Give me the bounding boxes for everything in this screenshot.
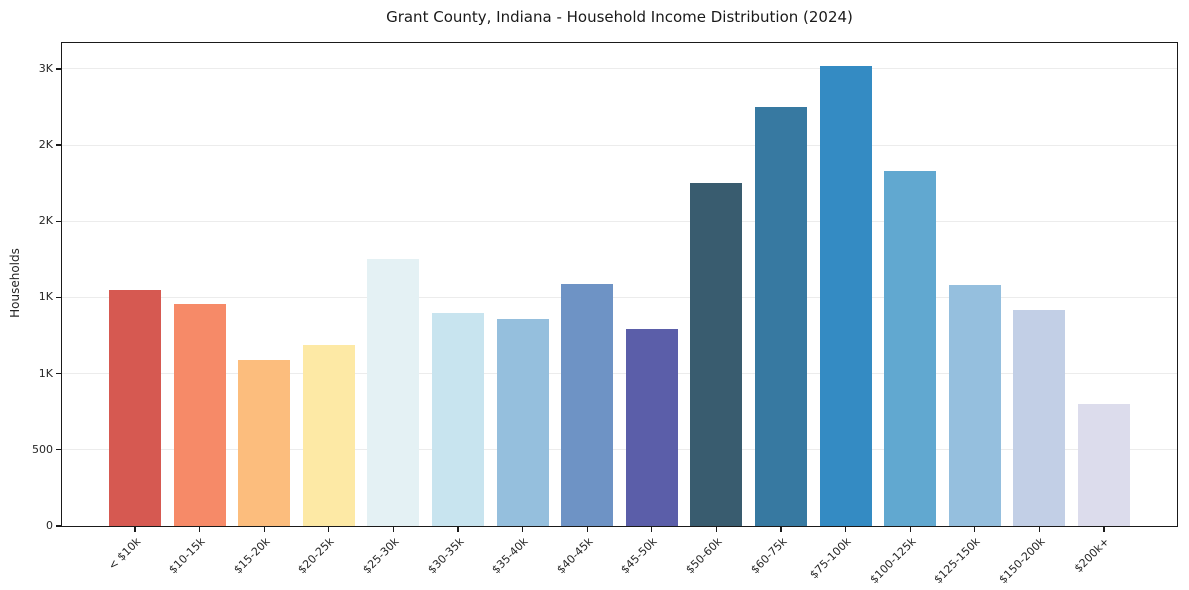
plot-frame bbox=[61, 42, 1178, 527]
x-tick-mark-$25-30k bbox=[392, 526, 395, 532]
y-tick-mark-1000 bbox=[56, 372, 61, 375]
bar-$25-30k bbox=[367, 259, 420, 526]
x-tick-mark-$75-100k bbox=[844, 526, 847, 532]
x-tick-label-$15-20k: $15-20k bbox=[231, 535, 273, 577]
x-tick-label-$35-40k: $35-40k bbox=[489, 535, 531, 577]
gridline-1500 bbox=[62, 296, 1177, 298]
bar-$100-125k bbox=[884, 171, 937, 526]
x-tick-mark-$30-35k bbox=[457, 526, 459, 532]
x-tick-mark-$200k+ bbox=[1103, 526, 1105, 532]
y-tick-mark-1500 bbox=[56, 296, 61, 299]
x-tick-label-$45-50k: $45-50k bbox=[618, 535, 660, 577]
gridline-2500 bbox=[62, 144, 1177, 146]
bar-$75-100k bbox=[819, 66, 872, 526]
x-tick-label-$75-100k: $75-100k bbox=[807, 535, 854, 582]
y-tick-label-3000: 3K bbox=[38, 61, 53, 75]
y-tick-label-2000: 2K bbox=[38, 214, 53, 228]
bar-$40-45k bbox=[561, 284, 614, 526]
chart-title: Grant County, Indiana - Household Income… bbox=[386, 8, 853, 26]
x-tick-mark-$40-45k bbox=[586, 526, 588, 532]
bar-$20-25k bbox=[302, 345, 355, 526]
gridline-1000 bbox=[62, 373, 1177, 375]
x-tick-mark-$150-200k bbox=[1038, 526, 1041, 532]
x-tick-label-$20-25k: $20-25k bbox=[295, 535, 337, 577]
bar-$15-20k bbox=[238, 360, 291, 526]
x-tick-mark-$45-50k bbox=[651, 526, 653, 532]
y-tick-mark-0 bbox=[56, 525, 61, 527]
y-tick-label-1000: 1K bbox=[38, 366, 53, 380]
x-tick-mark-$10-15k bbox=[198, 526, 201, 532]
bar-$45-50k bbox=[625, 329, 678, 526]
x-tick-mark-$15-20k bbox=[263, 526, 265, 532]
x-tick-mark-< $10k bbox=[134, 526, 136, 532]
gridline-2000 bbox=[62, 220, 1177, 222]
x-tick-label-$200k+: $200k+ bbox=[1072, 535, 1113, 576]
x-tick-label-$10-15k: $10-15k bbox=[166, 535, 208, 577]
bar-$50-60k bbox=[690, 183, 743, 526]
gridline-3000 bbox=[62, 68, 1177, 70]
x-tick-label-$150-200k: $150-200k bbox=[996, 535, 1048, 587]
x-tick-label-$100-125k: $100-125k bbox=[867, 535, 919, 587]
bar-$125-150k bbox=[948, 285, 1001, 526]
y-tick-label-500: 500 bbox=[32, 442, 53, 456]
x-tick-label-$60-75k: $60-75k bbox=[747, 535, 790, 577]
x-tick-mark-$100-125k bbox=[909, 526, 911, 532]
x-tick-label-$125-150k: $125-150k bbox=[931, 535, 983, 587]
x-tick-mark-$60-75k bbox=[780, 526, 782, 532]
x-tick-label-$40-45k: $40-45k bbox=[554, 535, 596, 577]
y-tick-mark-2000 bbox=[56, 220, 61, 222]
bar-< $10k bbox=[109, 290, 161, 526]
y-axis-label: Households bbox=[8, 248, 22, 318]
x-tick-mark-$20-25k bbox=[328, 526, 330, 532]
x-tick-mark-$50-60k bbox=[715, 526, 718, 532]
x-tick-label-< $10k: < $10k bbox=[105, 535, 144, 573]
x-tick-label-$50-60k: $50-60k bbox=[683, 535, 725, 577]
y-tick-label-1500: 1K bbox=[38, 290, 53, 304]
y-tick-mark-2500 bbox=[56, 144, 61, 146]
bar-$200k+ bbox=[1078, 404, 1130, 526]
bar-$150-200k bbox=[1013, 310, 1066, 526]
bar-$60-75k bbox=[755, 107, 807, 526]
y-tick-label-2500: 2K bbox=[38, 138, 53, 152]
x-tick-label-$25-30k: $25-30k bbox=[360, 535, 402, 577]
gridline-500 bbox=[62, 449, 1177, 451]
plot-area bbox=[61, 42, 1178, 527]
x-tick-mark-$35-40k bbox=[521, 526, 524, 532]
bar-$10-15k bbox=[173, 304, 226, 526]
bar-$35-40k bbox=[496, 319, 549, 526]
y-tick-mark-500 bbox=[56, 449, 61, 451]
x-tick-mark-$125-150k bbox=[974, 526, 976, 532]
y-tick-mark-3000 bbox=[56, 68, 61, 70]
x-tick-label-$30-35k: $30-35k bbox=[424, 535, 467, 577]
bar-$30-35k bbox=[432, 313, 484, 526]
y-tick-label-0: 0 bbox=[46, 519, 53, 532]
